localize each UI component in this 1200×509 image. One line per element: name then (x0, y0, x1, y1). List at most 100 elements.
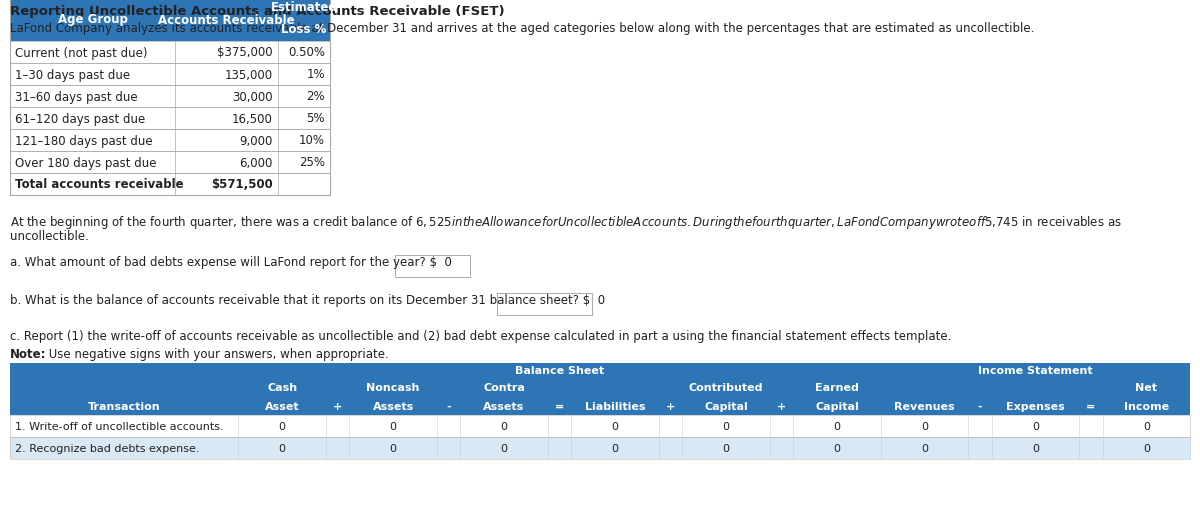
Text: uncollectible.: uncollectible. (10, 230, 89, 242)
Text: Balance Sheet: Balance Sheet (515, 366, 604, 376)
Text: 0: 0 (1142, 443, 1150, 453)
Bar (10, 174, 330, 195)
Text: $571,500: $571,500 (211, 178, 274, 191)
Text: 61–120 days past due: 61–120 days past due (14, 112, 145, 125)
Text: -: - (978, 401, 982, 411)
Text: Contra: Contra (484, 383, 524, 393)
Text: 9,000: 9,000 (240, 134, 274, 147)
Text: =: = (554, 401, 564, 411)
Text: Transaction: Transaction (88, 401, 161, 411)
Text: +: + (334, 401, 342, 411)
Text: At the beginning of the fourth quarter, there was a credit balance of $6,525 in : At the beginning of the fourth quarter, … (10, 214, 1122, 231)
Text: 0: 0 (1032, 421, 1039, 431)
Bar (10, 64, 330, 86)
Bar (10, 152, 330, 174)
Text: $375,000: $375,000 (217, 46, 274, 60)
Text: 121–180 days past due: 121–180 days past due (14, 134, 152, 147)
Bar (10, 415, 1190, 437)
Text: 2%: 2% (306, 90, 325, 103)
Text: 0: 0 (612, 443, 618, 453)
Text: 1–30 days past due: 1–30 days past due (14, 68, 130, 81)
Text: Expenses: Expenses (1006, 401, 1064, 411)
Text: 0.50%: 0.50% (288, 46, 325, 60)
Text: Accounts Receivable: Accounts Receivable (158, 13, 295, 26)
Text: Note:: Note: (10, 347, 47, 360)
Text: Revenues: Revenues (894, 401, 955, 411)
Text: Total accounts receivable: Total accounts receivable (14, 178, 184, 191)
Bar (10, 130, 330, 152)
Bar (10, 42, 330, 64)
Bar (10, 108, 330, 130)
Text: 0: 0 (390, 443, 397, 453)
Text: -: - (446, 401, 451, 411)
Text: Income Statement: Income Statement (978, 366, 1093, 376)
Text: Reporting Uncollectible Accounts and Accounts Receivable (FSET): Reporting Uncollectible Accounts and Acc… (10, 5, 505, 18)
Bar (10, 0, 330, 195)
Text: 0: 0 (920, 421, 928, 431)
Text: Earned: Earned (815, 383, 859, 393)
Bar (395, 256, 470, 277)
Text: 0: 0 (1142, 421, 1150, 431)
Text: 1%: 1% (306, 68, 325, 81)
Bar (10, 86, 330, 108)
Text: +: + (666, 401, 676, 411)
Text: 10%: 10% (299, 134, 325, 147)
Text: 0: 0 (278, 443, 286, 453)
Bar (10, 437, 1190, 459)
Text: Assets: Assets (484, 401, 524, 411)
Text: 0: 0 (390, 421, 397, 431)
Bar (10, 86, 330, 108)
Text: Cash: Cash (268, 383, 298, 393)
Bar (10, 174, 330, 195)
Text: c. Report (1) the write-off of accounts receivable as uncollectible and (2) bad : c. Report (1) the write-off of accounts … (10, 329, 952, 343)
Text: Loss %: Loss % (281, 23, 326, 36)
Text: b. What is the balance of accounts receivable that it reports on its December 31: b. What is the balance of accounts recei… (10, 293, 605, 306)
Text: a. What amount of bad debts expense will LaFond report for the year? $  0: a. What amount of bad debts expense will… (10, 256, 452, 268)
Text: Estimated: Estimated (271, 2, 337, 14)
Bar (10, 152, 330, 174)
Text: Liabilities: Liabilities (584, 401, 646, 411)
Text: Net: Net (1135, 383, 1157, 393)
Bar (10, 42, 330, 64)
Text: 0: 0 (1032, 443, 1039, 453)
Text: 0: 0 (722, 421, 730, 431)
Text: 5%: 5% (306, 112, 325, 125)
Text: 0: 0 (500, 443, 508, 453)
Bar (10, 64, 330, 86)
Bar (10, 130, 330, 152)
Text: 0: 0 (920, 443, 928, 453)
Bar (497, 293, 592, 316)
Text: 1. Write-off of uncollectible accounts.: 1. Write-off of uncollectible accounts. (14, 421, 223, 431)
Text: 0: 0 (834, 443, 840, 453)
Text: Age Group: Age Group (58, 13, 127, 26)
Bar (10, 415, 1190, 437)
Text: Use negative signs with your answers, when appropriate.: Use negative signs with your answers, wh… (46, 347, 389, 360)
Text: Capital: Capital (815, 401, 859, 411)
Text: LaFond Company analyzes its accounts receivable at December 31 and arrives at th: LaFond Company analyzes its accounts rec… (10, 22, 1034, 35)
Text: 31–60 days past due: 31–60 days past due (14, 90, 138, 103)
Text: 30,000: 30,000 (233, 90, 274, 103)
Bar (395, 256, 470, 277)
Text: 135,000: 135,000 (224, 68, 274, 81)
Bar (10, 437, 1190, 459)
Text: Asset: Asset (265, 401, 300, 411)
Text: 0: 0 (278, 421, 286, 431)
Text: 0: 0 (722, 443, 730, 453)
Text: Current (not past due): Current (not past due) (14, 46, 148, 60)
Text: 6,000: 6,000 (240, 156, 274, 169)
Bar (10, 363, 1190, 415)
Text: +: + (776, 401, 786, 411)
Text: Contributed: Contributed (689, 383, 763, 393)
Bar (10, 0, 330, 42)
Text: =: = (1086, 401, 1096, 411)
Text: 0: 0 (612, 421, 618, 431)
Text: Noncash: Noncash (366, 383, 420, 393)
Bar (497, 293, 592, 316)
Text: 2. Recognize bad debts expense.: 2. Recognize bad debts expense. (14, 443, 199, 453)
Text: Assets: Assets (372, 401, 414, 411)
Text: Income: Income (1123, 401, 1169, 411)
Text: 25%: 25% (299, 156, 325, 169)
Text: Capital: Capital (704, 401, 748, 411)
Bar (10, 108, 330, 130)
Text: Over 180 days past due: Over 180 days past due (14, 156, 156, 169)
